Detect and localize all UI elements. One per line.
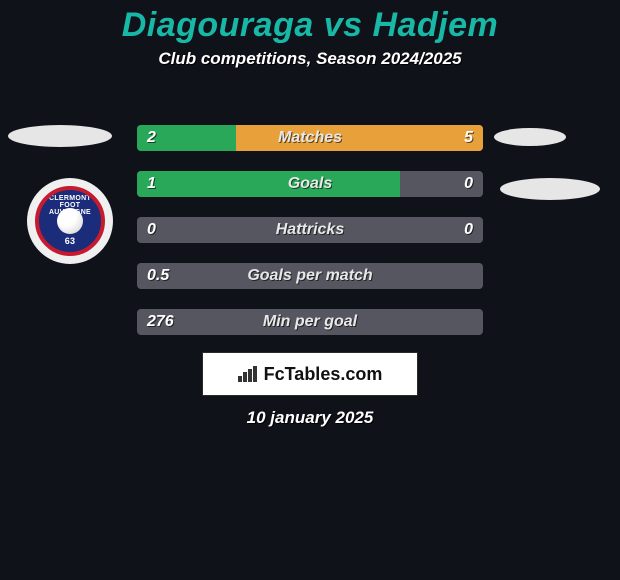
stat-label: Min per goal — [137, 309, 483, 335]
badge-ball-icon — [57, 208, 83, 234]
page-title: Diagouraga vs Hadjem — [0, 0, 620, 45]
barchart-icon — [238, 366, 258, 382]
stat-row: 0.5Goals per match — [137, 263, 483, 289]
stat-row: 10Goals — [137, 171, 483, 197]
stat-row: 00Hattricks — [137, 217, 483, 243]
stat-label: Matches — [137, 125, 483, 151]
watermark: FcTables.com — [202, 352, 418, 396]
player2-oval-large — [500, 178, 600, 200]
stat-bars: 25Matches 10Goals 00Hattricks 0.5Goals per … — [137, 125, 483, 355]
stat-row: 25Matches — [137, 125, 483, 151]
date-text: 10 january 2025 — [0, 408, 620, 428]
stat-row: 276Min per goal — [137, 309, 483, 335]
player2-oval-small — [494, 128, 566, 146]
stat-label: Goals per match — [137, 263, 483, 289]
stat-label: Goals — [137, 171, 483, 197]
stat-label: Hattricks — [137, 217, 483, 243]
subtitle: Club competitions, Season 2024/2025 — [0, 49, 620, 69]
player1-oval — [8, 125, 112, 147]
badge-bottom-text: 63 — [39, 236, 101, 246]
club-badge: CLERMONT FOOT AUVERGNE 63 — [27, 178, 113, 264]
watermark-text: FcTables.com — [264, 364, 383, 385]
